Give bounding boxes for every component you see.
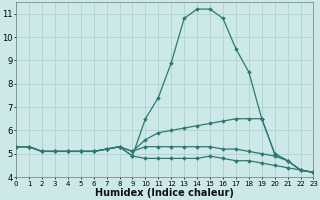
X-axis label: Humidex (Indice chaleur): Humidex (Indice chaleur) <box>95 188 234 198</box>
